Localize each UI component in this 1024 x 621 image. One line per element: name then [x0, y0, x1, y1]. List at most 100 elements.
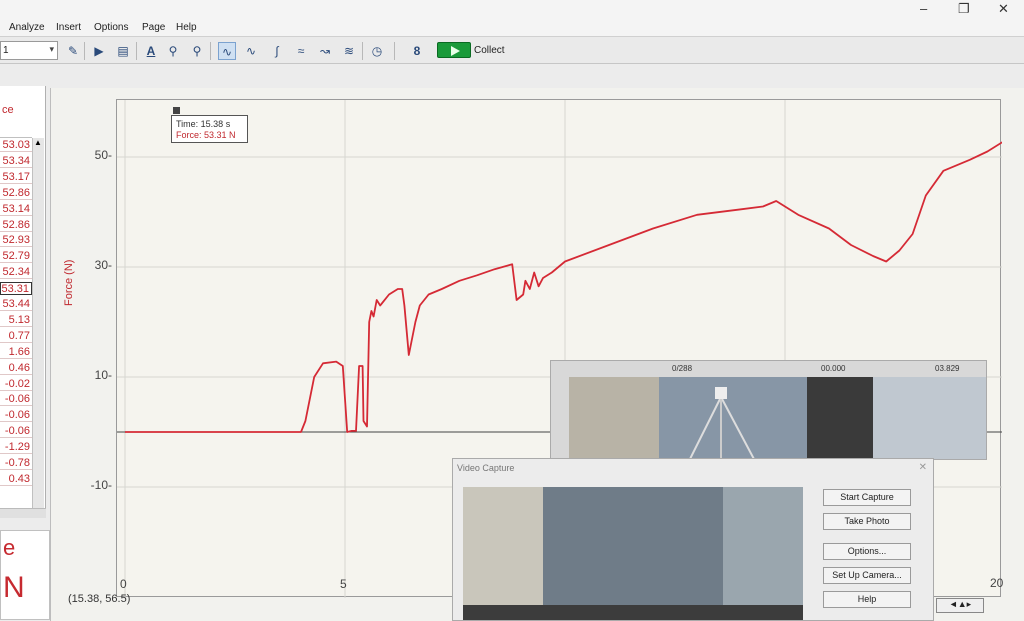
page-select-value: 1 [3, 45, 9, 56]
video-time-end: 03.829 [935, 364, 960, 373]
video-capture-dialog: Video Capture ✕ Start Capture Take Photo… [452, 458, 934, 621]
data-set-icon[interactable]: ▶ [94, 44, 104, 58]
table-cell[interactable]: -0.78 [0, 457, 32, 470]
y-tick-label: 10- [94, 368, 112, 382]
table-cell[interactable]: 53.34 [0, 155, 32, 168]
table-cell[interactable]: -0.06 [0, 409, 32, 423]
table-cell[interactable]: 5.13 [0, 314, 32, 327]
curve-fit-icon[interactable]: ↝ [319, 44, 331, 58]
table-cell[interactable]: 53.14 [0, 203, 32, 216]
collect-label[interactable]: Collect [474, 45, 505, 56]
collect-button[interactable] [437, 42, 471, 58]
table-icon[interactable]: ✎ [67, 44, 79, 58]
close-icon[interactable]: ✕ [918, 462, 927, 473]
menu-page[interactable]: Page [142, 22, 166, 33]
zoom-in-icon[interactable]: ⚲ [168, 44, 178, 58]
help-button[interactable]: Help [823, 591, 911, 608]
wall-image [463, 487, 543, 620]
table-cell[interactable]: 52.86 [0, 187, 32, 200]
table-cell[interactable]: 52.79 [0, 250, 32, 264]
scroll-up-icon[interactable]: ▲ [34, 138, 42, 147]
zoom-out-icon[interactable]: ⚲ [192, 44, 202, 58]
y-tick-label: -10- [90, 478, 112, 492]
table-edge-image [463, 605, 803, 620]
options-button[interactable]: Options... [823, 543, 911, 560]
toolbar-divider [362, 42, 363, 60]
coordinate-readout: (15.38, 56.5) [68, 593, 131, 605]
start-capture-button[interactable]: Start Capture [823, 489, 911, 506]
x-tick-label: 5 [340, 577, 347, 591]
table-hscrollbar[interactable] [0, 508, 46, 518]
video-frame [659, 377, 807, 459]
video-frame [569, 377, 659, 459]
table-cell[interactable]: -0.02 [0, 378, 32, 391]
toolbar: 1 ▾ ✎ ▶ ▤ A ⚲ ⚲ ∿ ∿ ∫ ≈ ↝ ≋ ◷ 8 [0, 36, 1024, 64]
table-cell[interactable]: 53.03 [0, 139, 32, 152]
paste-icon[interactable]: ▤ [117, 44, 129, 58]
force-series-line[interactable] [125, 128, 1002, 437]
menu-bar: Analyze Insert Options Page Help – ❐ ✕ [0, 0, 1024, 36]
meter-unit: N [3, 571, 25, 604]
video-nav-control[interactable]: ◄▲▸ [936, 598, 984, 613]
tooltip-time: Time: 15.38 s [176, 119, 231, 129]
table-cell[interactable]: -0.06 [0, 425, 32, 439]
meter-panel: e N [0, 530, 50, 620]
tooltip-force: Force: 53.31 N [176, 130, 236, 140]
restore-icon[interactable]: ❐ [958, 1, 970, 16]
table-cell[interactable]: 52.34 [0, 266, 32, 280]
table-cell[interactable]: 0.77 [0, 330, 32, 343]
video-time-start: 00.000 [821, 364, 846, 373]
video-frame [807, 377, 873, 459]
minimize-icon[interactable]: – [920, 1, 928, 16]
integral-icon[interactable]: ∫ [275, 44, 279, 58]
table-cell[interactable]: 0.46 [0, 362, 32, 375]
table-cell[interactable]: -1.29 [0, 441, 32, 455]
table-cell[interactable]: 1.66 [0, 346, 32, 359]
video-strip[interactable]: 0/288 00.000 03.829 [550, 360, 987, 460]
table-cell[interactable]: -0.06 [0, 393, 32, 407]
close-icon[interactable]: ✕ [998, 1, 1009, 16]
y-tick-label: 50- [94, 148, 112, 162]
autoscale-icon[interactable]: A [146, 44, 156, 58]
statistics-icon[interactable]: ≈ [297, 44, 305, 58]
toolbar-divider [84, 42, 85, 60]
tangent-icon[interactable]: ∿ [245, 44, 257, 58]
y-tick-label: 30- [94, 258, 112, 272]
table-scrollbar[interactable]: ▲ [32, 138, 44, 508]
y-axis-label: Force (N) [63, 259, 75, 306]
table-cell[interactable]: 52.86 [0, 219, 32, 232]
table-cell[interactable]: 52.93 [0, 234, 32, 248]
examine-tooltip: Time: 15.38 s Force: 53.31 N [171, 115, 248, 143]
menu-insert[interactable]: Insert [56, 22, 82, 33]
curtain-image [543, 487, 723, 620]
clock-icon[interactable]: ◷ [371, 44, 383, 58]
video-frame [873, 377, 986, 459]
examine-icon[interactable]: ∿ [218, 42, 236, 60]
chevron-down-icon: ▾ [49, 44, 54, 54]
toolbar-divider [136, 42, 137, 60]
set-up-camera-button[interactable]: Set Up Camera... [823, 567, 911, 584]
menu-options[interactable]: Options [94, 22, 129, 33]
table-cell[interactable]: 53.31 [0, 282, 32, 296]
tooltip-marker[interactable] [173, 107, 180, 114]
menu-help[interactable]: Help [176, 22, 197, 33]
page-select[interactable]: 1 ▾ [0, 41, 58, 60]
menu-analyze[interactable]: Analyze [9, 22, 45, 33]
camera-preview [463, 487, 803, 620]
table-cell[interactable]: 53.17 [0, 171, 32, 184]
take-photo-button[interactable]: Take Photo [823, 513, 911, 530]
table-column-header: ce [2, 104, 14, 116]
tripod-image [688, 387, 756, 459]
toolbar-divider [394, 42, 395, 60]
info-icon[interactable]: 8 [413, 44, 421, 58]
model-icon[interactable]: ≋ [343, 44, 355, 58]
frame-counter: 0/288 [672, 364, 693, 373]
x-tick-label: 0 [120, 577, 127, 591]
table-header: ce [0, 86, 32, 138]
x-axis-end-label: 20 [990, 576, 1004, 590]
table-cell[interactable]: 0.43 [0, 473, 32, 486]
dialog-title: Video Capture [457, 463, 515, 473]
table-cell[interactable]: 53.44 [0, 298, 32, 311]
toolbar-divider [210, 42, 211, 60]
